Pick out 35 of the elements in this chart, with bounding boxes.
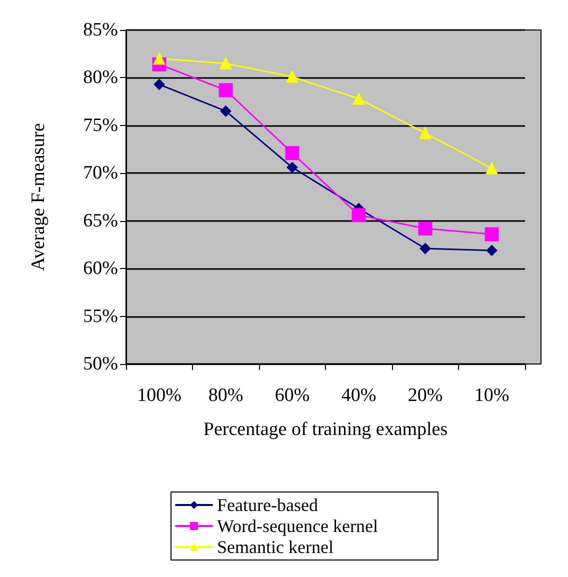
x-tick-label: 100% — [137, 385, 182, 406]
x-tick-label: 10% — [474, 385, 510, 406]
x-axis-title: Percentage of training examples — [203, 419, 448, 440]
point — [419, 127, 432, 140]
y-tick-label: 65% — [83, 210, 118, 232]
point — [484, 227, 499, 242]
legend-label: Word-sequence kernel — [217, 516, 378, 536]
y-tick-label: 80% — [83, 67, 118, 88]
x-tick-label: 60% — [274, 385, 310, 406]
point — [153, 52, 166, 65]
point — [286, 162, 298, 173]
point — [486, 244, 498, 256]
point — [352, 208, 366, 222]
point — [486, 162, 498, 174]
y-tick-label: 75% — [83, 114, 118, 136]
y-tick-label: 70% — [83, 162, 118, 184]
point — [418, 221, 432, 236]
point — [286, 70, 298, 83]
legend-label: Feature-based — [217, 495, 318, 515]
point — [420, 243, 431, 254]
y-axis-title: Average F-measure — [28, 123, 49, 271]
point — [352, 92, 365, 105]
x-tick-label: 20% — [408, 385, 443, 406]
point — [285, 146, 300, 160]
y-tick-label: 60% — [83, 258, 118, 280]
point — [220, 57, 232, 70]
y-tick-label: 85% — [83, 20, 118, 40]
x-tick-label: 80% — [208, 385, 244, 406]
point — [218, 83, 233, 98]
x-tick-label: 40% — [341, 385, 376, 406]
legend-label: Semantic kernel — [217, 537, 334, 557]
point — [154, 78, 165, 90]
point — [220, 106, 232, 117]
y-tick-label: 50% — [83, 354, 118, 374]
y-tick-label: 55% — [83, 306, 118, 327]
